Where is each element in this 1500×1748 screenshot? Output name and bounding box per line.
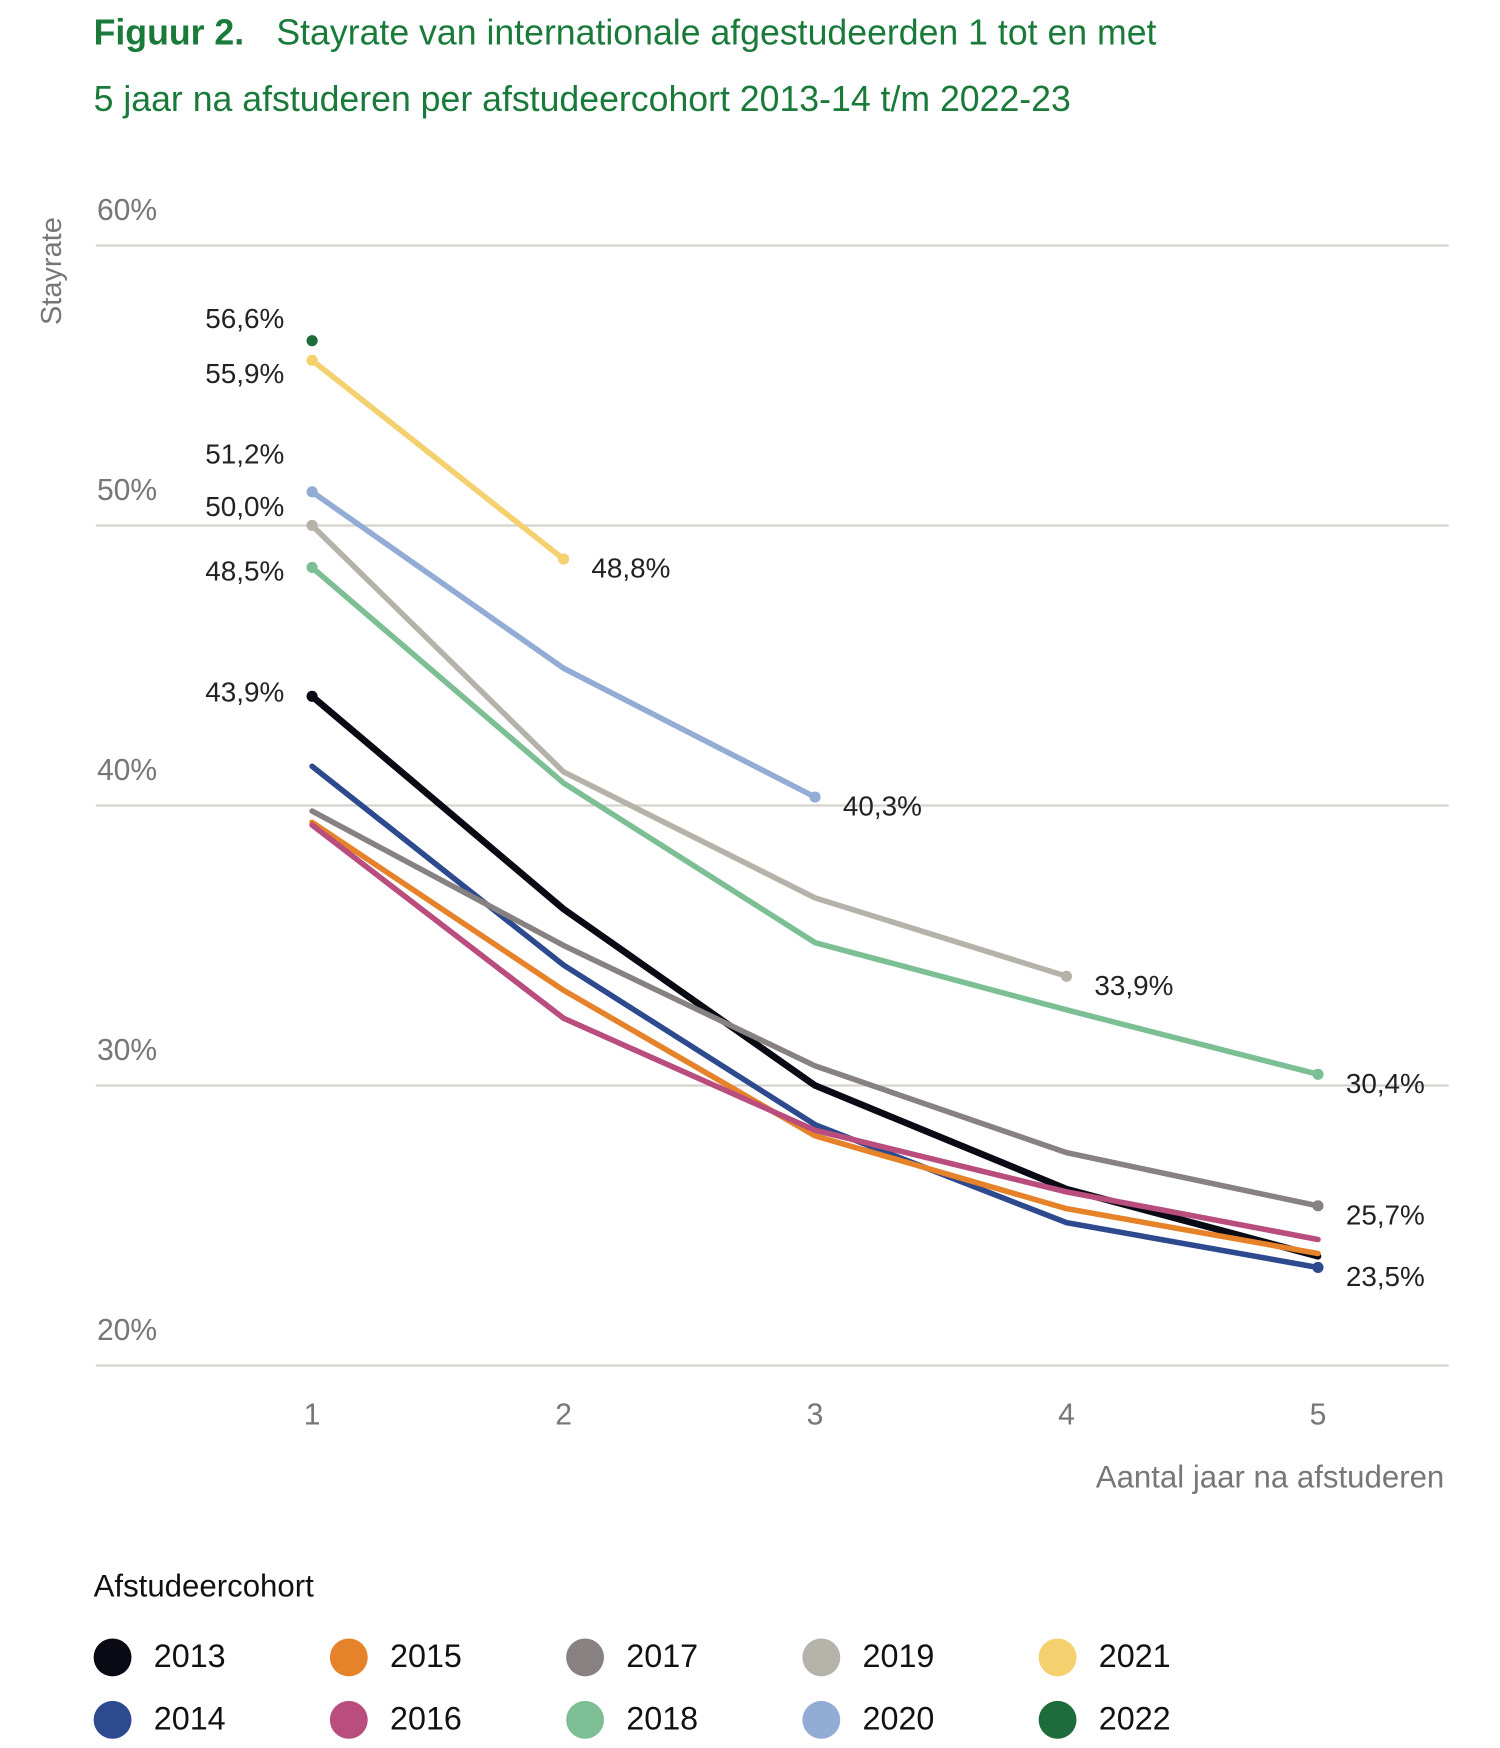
x-tick-label: 2 bbox=[555, 1399, 572, 1432]
legend-label: 2015 bbox=[390, 1638, 462, 1674]
data-label: 48,8% bbox=[591, 553, 670, 584]
legend-swatch bbox=[1038, 1700, 1077, 1739]
legend-label: 2016 bbox=[390, 1700, 462, 1736]
legend-swatch bbox=[329, 1700, 368, 1739]
data-label: 33,9% bbox=[1094, 970, 1173, 1001]
figure-label: Figuur 2. bbox=[94, 12, 245, 52]
series-line bbox=[309, 808, 1321, 1209]
series-line bbox=[309, 489, 818, 800]
series-line bbox=[309, 819, 1321, 1257]
y-tick-label: 30% bbox=[97, 1034, 157, 1067]
data-label: 25,7% bbox=[1346, 1199, 1425, 1230]
data-point bbox=[306, 519, 318, 532]
series-line bbox=[309, 564, 1321, 1078]
data-point bbox=[809, 791, 821, 803]
data-label: 40,3% bbox=[843, 791, 922, 822]
data-point bbox=[306, 335, 318, 347]
data-point bbox=[557, 553, 570, 565]
data-label: 23,5% bbox=[1346, 1261, 1425, 1292]
data-label: 43,9% bbox=[205, 676, 284, 707]
data-label: 51,2% bbox=[205, 439, 284, 470]
legend-label: 2018 bbox=[626, 1700, 698, 1736]
legend-swatch bbox=[566, 1700, 605, 1739]
series-line bbox=[309, 763, 1321, 1271]
data-label: 56,6% bbox=[205, 303, 284, 334]
chart-title: Stayrate van internationale afgestudeerd… bbox=[276, 12, 1156, 52]
legend-swatch bbox=[93, 1700, 132, 1739]
series-line bbox=[309, 822, 1321, 1243]
legend-label: 2014 bbox=[154, 1700, 226, 1736]
series-line bbox=[309, 522, 1070, 980]
data-point bbox=[1312, 1068, 1324, 1080]
legend-label: 2017 bbox=[626, 1638, 698, 1674]
data-point bbox=[306, 354, 318, 366]
x-tick-label: 1 bbox=[304, 1399, 321, 1432]
data-label: 30,4% bbox=[1346, 1068, 1425, 1099]
x-axis-label: Aantal jaar na afstuderen bbox=[1096, 1459, 1444, 1494]
legend-label: 2020 bbox=[863, 1700, 935, 1736]
legend-swatch bbox=[329, 1638, 368, 1677]
legend-label: 2021 bbox=[1099, 1638, 1171, 1674]
data-label: 50,0% bbox=[205, 491, 284, 522]
series-line bbox=[308, 692, 1322, 1260]
data-point bbox=[1312, 1261, 1324, 1274]
legend-swatch bbox=[93, 1638, 132, 1677]
y-tick-label: 20% bbox=[97, 1314, 157, 1347]
x-tick-label: 3 bbox=[807, 1399, 824, 1432]
x-tick-label: 5 bbox=[1310, 1399, 1327, 1432]
legend-swatch bbox=[802, 1700, 841, 1739]
legend-label: 2019 bbox=[863, 1638, 935, 1674]
data-point bbox=[306, 690, 318, 702]
x-tick-label: 4 bbox=[1058, 1399, 1075, 1432]
y-tick-label: 60% bbox=[97, 194, 157, 227]
data-label: 48,5% bbox=[205, 555, 284, 586]
data-label: 55,9% bbox=[205, 358, 284, 389]
legend-label: 2013 bbox=[154, 1638, 226, 1674]
legend-swatch bbox=[1038, 1638, 1077, 1677]
data-point bbox=[306, 561, 318, 574]
legend-label: 2022 bbox=[1099, 1700, 1171, 1736]
legend-title: Afstudeercohort bbox=[94, 1569, 315, 1604]
data-point bbox=[1060, 970, 1073, 982]
series-line bbox=[309, 357, 567, 562]
data-point bbox=[1312, 1200, 1324, 1212]
legend-swatch bbox=[802, 1638, 841, 1677]
y-axis-label: Stayrate bbox=[36, 217, 68, 325]
legend-swatch bbox=[566, 1638, 605, 1677]
y-tick-label: 40% bbox=[97, 754, 157, 787]
chart-title: 5 jaar na afstuderen per afstudeercohort… bbox=[94, 79, 1071, 119]
y-tick-label: 50% bbox=[97, 474, 157, 507]
data-point bbox=[306, 486, 318, 498]
